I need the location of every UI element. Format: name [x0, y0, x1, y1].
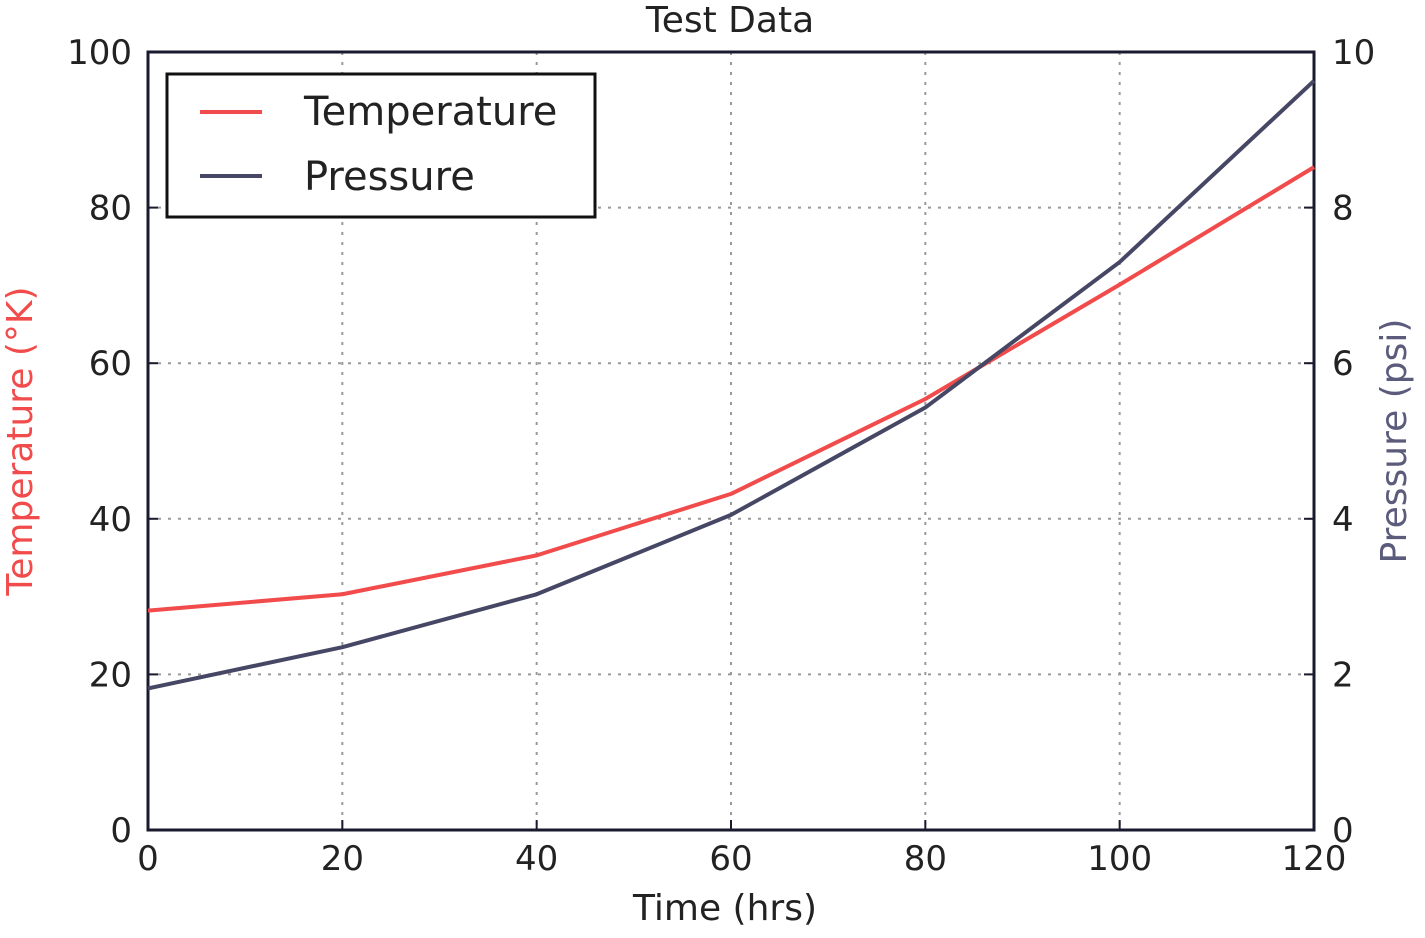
x-tick-label-0: 0	[137, 839, 159, 879]
x-tick-label-80: 80	[904, 839, 947, 879]
y-left-tick-label-60: 60	[89, 344, 132, 384]
legend-label-temperature: Temperature	[303, 89, 557, 135]
y-axis-title-left: Temperature (°K)	[0, 286, 41, 596]
y-right-tick-label-2: 2	[1332, 655, 1354, 695]
y-axis-title-right: Pressure (psi)	[1374, 319, 1415, 564]
x-tick-label-60: 60	[709, 839, 752, 879]
x-tick-label-20: 20	[321, 839, 364, 879]
y-left-tick-label-0: 0	[110, 811, 132, 851]
x-tick-label-100: 100	[1087, 839, 1152, 879]
legend-label-pressure: Pressure	[304, 154, 475, 200]
x-tick-label-40: 40	[515, 839, 558, 879]
y-left-tick-label-40: 40	[89, 500, 132, 540]
y-left-tick-label-80: 80	[89, 189, 132, 229]
legend: Temperature Pressure	[165, 72, 597, 219]
x-tick-label-120: 120	[1282, 839, 1347, 879]
y-left-tick-label-100: 100	[67, 33, 132, 73]
x-axis-title: Time (hrs)	[632, 888, 817, 929]
y-right-tick-label-10: 10	[1332, 33, 1375, 73]
grid	[148, 52, 1314, 830]
legend-box	[165, 72, 597, 219]
chart-title: Test Data	[645, 0, 814, 41]
y-right-tick-label-4: 4	[1332, 500, 1354, 540]
series-lines	[147, 79, 1316, 691]
y-right-tick-label-6: 6	[1332, 344, 1354, 384]
y-right-tick-label-8: 8	[1332, 189, 1354, 229]
y-right-tick-label-0: 0	[1332, 811, 1354, 851]
y-left-tick-label-20: 20	[89, 655, 132, 695]
